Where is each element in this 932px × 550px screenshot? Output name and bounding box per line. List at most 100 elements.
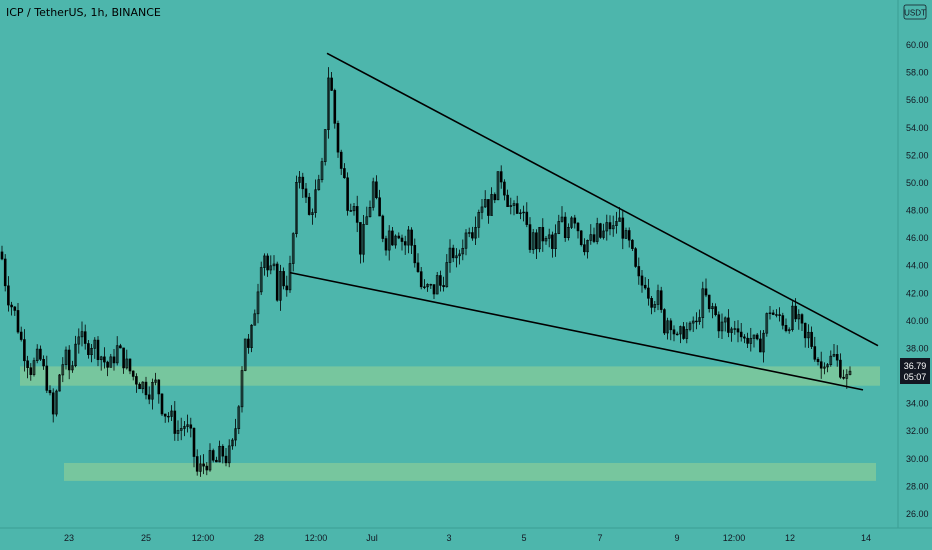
candle-body <box>781 315 785 326</box>
candle-body <box>736 328 740 333</box>
candle-body <box>45 365 49 391</box>
candle-body <box>253 313 257 326</box>
candle-body <box>707 294 711 310</box>
last-price-value: 36.79 <box>904 361 927 371</box>
candle-body <box>71 365 74 371</box>
candle-body <box>224 455 228 464</box>
candle-body <box>791 305 794 330</box>
price-tick-label: 30.00 <box>906 454 929 464</box>
candle-body <box>106 361 109 368</box>
time-axis[interactable]: 23 25 12:00 28 12:00 Jul 3 5 7 9 12:00 12 14 <box>0 527 932 543</box>
candle-body <box>115 345 119 364</box>
candle-body <box>259 267 263 293</box>
candle-body <box>448 247 452 263</box>
candle-body <box>263 255 266 268</box>
candle-body <box>455 255 458 259</box>
candle-body <box>493 194 497 201</box>
price-tick-label: 58.00 <box>906 68 929 78</box>
price-tick-label: 48.00 <box>906 206 929 216</box>
candle-body <box>739 331 743 338</box>
candle-body <box>87 343 90 356</box>
candle-body <box>199 463 202 472</box>
price-tick-label: 42.00 <box>906 288 929 298</box>
candle-body <box>256 291 260 315</box>
candle-body <box>80 331 84 338</box>
candle-body <box>672 329 676 335</box>
candle-body <box>192 427 196 457</box>
candle-body <box>637 266 641 277</box>
price-tick-label: 38.00 <box>906 343 929 353</box>
time-tick-label: 12:00 <box>192 533 215 543</box>
candle-body <box>26 360 29 368</box>
candle-body <box>295 182 298 235</box>
support-zones <box>20 366 880 481</box>
price-tick-label: 26.00 <box>906 509 929 519</box>
candle-body <box>528 224 532 250</box>
candle-body <box>243 338 247 371</box>
candle-body <box>307 196 311 215</box>
candle-body <box>643 284 647 289</box>
candle-body <box>560 216 564 222</box>
candle-body <box>666 320 669 334</box>
candle-body <box>122 347 125 369</box>
candle-body <box>653 304 657 308</box>
candle-body <box>135 376 138 385</box>
candle-body <box>403 241 407 246</box>
candle-body <box>291 233 295 264</box>
candle-body <box>711 306 714 310</box>
candle-body <box>487 199 490 216</box>
candle-body <box>627 230 631 241</box>
candle-body <box>839 359 842 378</box>
candle-body <box>195 456 199 472</box>
candle-body <box>352 206 356 212</box>
candle-body <box>173 410 177 434</box>
time-tick-label: 3 <box>446 533 451 543</box>
candle-body <box>682 326 685 339</box>
candle-body <box>371 181 375 208</box>
price-tick-label: 54.00 <box>906 123 929 133</box>
candle-body <box>39 348 42 360</box>
candle-body <box>442 285 445 288</box>
candle-body <box>410 229 413 246</box>
trendlines[interactable] <box>289 52 879 391</box>
candle-body <box>29 367 33 375</box>
candle-body <box>93 339 97 349</box>
candle-body <box>109 356 113 368</box>
candle-body <box>0 251 4 260</box>
price-axis[interactable]: USDT 26.0028.0030.0032.0034.0036.0038.00… <box>897 0 930 528</box>
candle-body <box>426 284 429 288</box>
candle-body <box>237 406 241 429</box>
candle-body <box>746 337 749 344</box>
price-tick-label: 44.00 <box>906 261 929 271</box>
candle-body <box>755 334 759 340</box>
candle-body <box>77 336 81 345</box>
candle-body <box>717 314 721 332</box>
candle-body <box>247 338 250 348</box>
candle-body <box>595 223 599 242</box>
candle-body <box>509 205 513 207</box>
candle-body <box>317 179 321 191</box>
trendline-upper <box>326 52 879 347</box>
candle-body <box>55 390 58 415</box>
candle-body <box>823 366 826 369</box>
candle-body <box>599 223 602 238</box>
candle-body <box>279 271 282 301</box>
candle-body <box>784 325 788 332</box>
candle-body <box>813 346 817 360</box>
candle-body <box>557 221 561 234</box>
candle-body <box>541 227 545 242</box>
candle-body <box>349 210 353 212</box>
candle-body <box>285 285 289 291</box>
candle-body <box>13 306 17 311</box>
candle-body <box>749 338 753 344</box>
currency-badge[interactable]: USDT <box>904 9 926 18</box>
candle-body <box>714 306 717 316</box>
candle-body <box>503 181 506 196</box>
candle-body <box>576 222 580 232</box>
candle-body <box>605 222 609 232</box>
candle-body <box>61 364 65 376</box>
candle-body <box>346 177 349 211</box>
candle-body <box>547 234 551 239</box>
candle-body <box>435 275 439 295</box>
